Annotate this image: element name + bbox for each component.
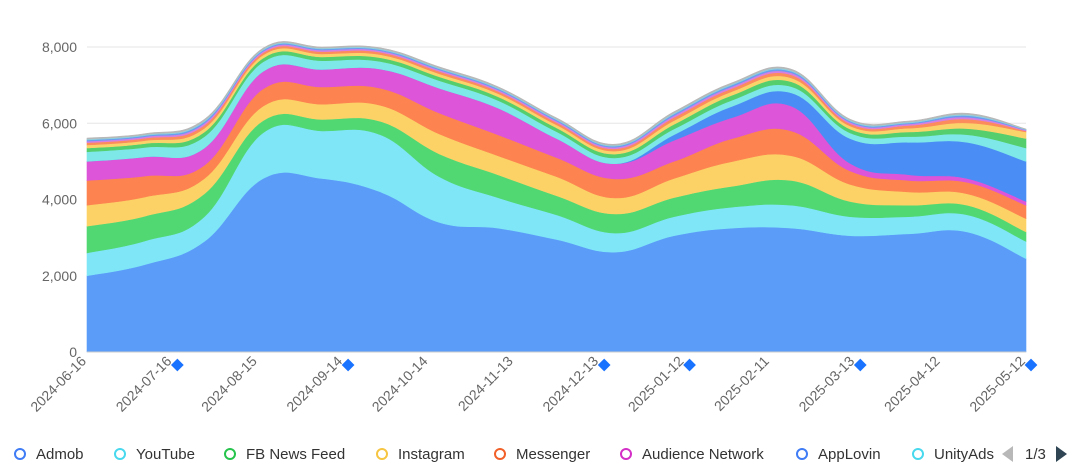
x-axis-marker-diamond-icon[interactable]: [597, 358, 611, 372]
x-axis-marker-diamond-icon[interactable]: [1024, 358, 1038, 372]
area-series-series-15[interactable]: [86, 41, 1027, 146]
y-tick-label: 4,000: [42, 192, 77, 208]
stacked-area-chart: 0 2,000 4,000 6,000 8,000 2024-06-16 2024-07-1…: [27, 39, 1038, 415]
x-tick-label: 2024-11-13: [455, 353, 516, 414]
legend-item-youtube[interactable]: YouTube: [114, 443, 195, 465]
x-axis-marker-diamond-icon[interactable]: [683, 358, 696, 372]
x-tick-label: 2024-07-16: [113, 353, 175, 415]
legend-label: UnityAds: [934, 445, 995, 463]
x-axis-marker-diamond-icon[interactable]: [170, 358, 184, 372]
x-axis-marker-diamond-icon[interactable]: [853, 358, 867, 372]
legend-label: Instagram: [398, 445, 465, 463]
legend-item-applovin[interactable]: AppLovin: [796, 443, 881, 465]
y-tick-label: 2,000: [42, 268, 77, 284]
legend-label: Audience Network: [642, 445, 764, 463]
legend-label: Admob: [36, 445, 84, 463]
legend-item-instagram[interactable]: Instagram: [376, 443, 465, 465]
x-tick-label: 2025-02-11: [711, 353, 772, 414]
legend-label: Messenger: [516, 445, 591, 463]
legend-circle-icon: [114, 448, 126, 460]
legend-circle-icon: [912, 448, 924, 460]
legend-pager: 1/3: [994, 440, 1080, 468]
legend-circle-icon: [376, 448, 388, 460]
x-tick-label: 2025-01-12: [625, 353, 687, 415]
legend-item-audience-network[interactable]: Audience Network: [620, 443, 764, 465]
legend-item-admob[interactable]: Admob: [14, 443, 84, 465]
x-tick-label: 2025-04-12: [881, 353, 943, 415]
x-tick-label: 2024-08-15: [198, 353, 260, 415]
x-tick-label: 2024-12-13: [539, 353, 601, 415]
legend-label: FB News Feed: [246, 445, 346, 463]
y-tick-label: 0: [69, 344, 77, 360]
area-series-group[interactable]: [86, 41, 1027, 353]
legend-prev-arrow-icon[interactable]: [1002, 446, 1013, 462]
legend-item-unityads[interactable]: UnityAds: [912, 443, 994, 465]
legend-circle-icon: [620, 448, 632, 460]
x-tick-label: 2024-09-14: [283, 353, 345, 415]
x-tick-label: 2024-06-16: [27, 353, 89, 415]
legend-item-fb-news-feed[interactable]: FB News Feed: [224, 443, 345, 465]
x-axis-marker-diamond-icon[interactable]: [341, 358, 355, 372]
legend-next-arrow-icon[interactable]: [1055, 446, 1067, 462]
legend-page-indicator: 1/3: [1025, 445, 1046, 463]
legend-circle-icon: [494, 448, 506, 460]
x-tick-label: 2024-10-14: [369, 353, 431, 415]
y-tick-label: 6,000: [42, 115, 77, 131]
x-tick-label: 2025-03-13: [795, 353, 857, 415]
legend-label: AppLovin: [818, 445, 881, 463]
legend: Admob YouTube FB News Feed Instagram Messeng…: [0, 440, 1080, 468]
legend-circle-icon: [224, 448, 236, 460]
x-tick-label: 2025-05-12: [966, 353, 1028, 415]
y-tick-label: 8,000: [42, 39, 77, 55]
legend-circle-icon: [14, 448, 26, 460]
legend-item-messenger[interactable]: Messenger: [494, 443, 590, 465]
legend-label: YouTube: [136, 445, 195, 463]
legend-circle-icon: [796, 448, 808, 460]
